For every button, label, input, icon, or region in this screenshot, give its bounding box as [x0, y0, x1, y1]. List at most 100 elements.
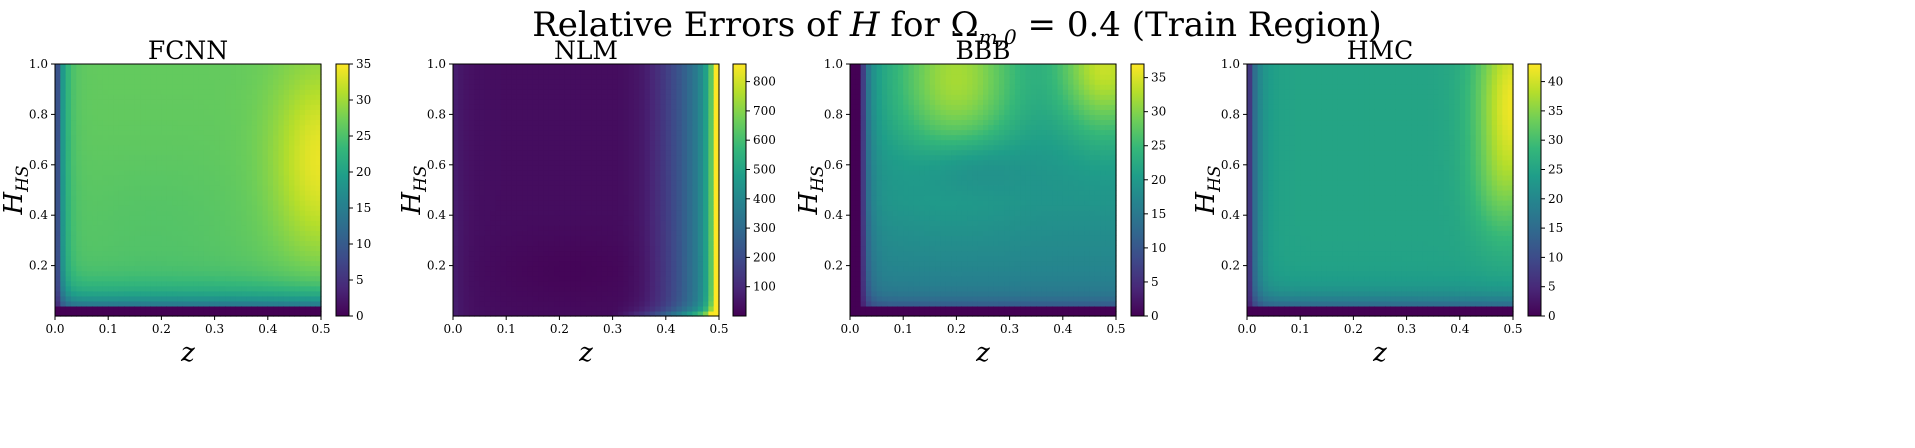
heatmap-cell: [538, 235, 545, 241]
heatmap-cell: [161, 89, 168, 95]
heatmap-cell: [463, 94, 470, 100]
heatmap-cell: [299, 174, 306, 181]
heatmap-cell: [225, 94, 232, 100]
heatmap-cell: [628, 295, 635, 302]
heatmap-cell: [273, 245, 280, 252]
heatmap-cell: [660, 89, 667, 95]
heatmap-cell: [538, 300, 545, 307]
heatmap-cell: [474, 129, 481, 136]
heatmap-cell: [140, 154, 147, 161]
heatmap-cell: [230, 164, 237, 171]
heatmap-cell: [687, 144, 693, 151]
heatmap-cell: [516, 200, 523, 206]
heatmap-cell: [65, 310, 72, 317]
heatmap-cell: [591, 280, 598, 287]
heatmap-cell: [538, 74, 545, 80]
heatmap-cell: [649, 285, 656, 292]
heatmap-cell: [703, 225, 709, 231]
heatmap-cell: [458, 240, 465, 247]
heatmap-cell: [188, 190, 194, 196]
heatmap-cell: [628, 280, 635, 287]
title-suffix: = 0.4 (Train Region): [1017, 5, 1382, 45]
heatmap-cell: [182, 154, 189, 161]
heatmap-cell: [241, 260, 248, 267]
heatmap-cell: [580, 295, 587, 302]
heatmap-cell: [209, 260, 216, 267]
heatmap-cell: [522, 129, 529, 136]
heatmap-cell: [564, 84, 571, 90]
heatmap-cell: [564, 144, 571, 151]
heatmap-cell: [628, 184, 635, 191]
heatmap-cell: [241, 305, 248, 312]
heatmap-cell: [591, 179, 598, 186]
heatmap-cell: [108, 174, 115, 181]
heatmap-cell: [617, 205, 624, 211]
heatmap-cell: [463, 275, 470, 282]
heatmap-cell: [129, 300, 136, 307]
heatmap-cell: [570, 235, 576, 241]
heatmap-cell: [60, 119, 67, 126]
heatmap-cell: [145, 164, 152, 171]
heatmap-cell: [60, 280, 67, 287]
heatmap-cell: [294, 69, 301, 75]
heatmap-cell: [554, 305, 560, 312]
heatmap-cell: [203, 104, 210, 110]
heatmap-cell: [703, 295, 709, 302]
heatmap-cell: [660, 114, 667, 121]
heatmap-cell: [257, 210, 264, 216]
heatmap-cell: [251, 260, 258, 267]
heatmap-cell: [495, 104, 502, 110]
heatmap-cell: [76, 210, 83, 216]
heatmap-cell: [235, 260, 242, 267]
heatmap-cell: [516, 220, 523, 226]
heatmap-cell: [166, 240, 173, 247]
heatmap-cell: [289, 89, 295, 95]
heatmap-cell: [310, 220, 317, 226]
heatmap-cell: [623, 149, 630, 156]
heatmap-cell: [193, 235, 200, 241]
heatmap-cell: [81, 119, 88, 126]
heatmap-cell: [81, 89, 88, 95]
heatmap-cell: [198, 129, 205, 136]
heatmap-cell: [538, 114, 545, 121]
heatmap-cell: [161, 240, 168, 247]
heatmap-cell: [623, 200, 630, 206]
heatmap-cell: [70, 290, 77, 297]
heatmap-cell: [506, 295, 513, 302]
heatmap-cell: [241, 195, 248, 201]
heatmap-cell: [140, 99, 147, 105]
heatmap-cell: [575, 305, 582, 312]
heatmap-cell: [649, 159, 656, 166]
heatmap-cell: [639, 230, 646, 236]
heatmap-cell: [262, 295, 269, 302]
heatmap-cell: [532, 255, 539, 262]
heatmap-cell: [580, 139, 587, 146]
heatmap-cell: [246, 114, 253, 121]
heatmap-cell: [692, 74, 699, 80]
heatmap-cell: [118, 114, 125, 121]
heatmap-cell: [166, 265, 173, 272]
heatmap-cell: [490, 94, 497, 100]
heatmap-cell: [687, 69, 693, 75]
heatmap-cell: [596, 280, 603, 287]
heatmap-cell: [182, 290, 189, 297]
heatmap-cell: [484, 89, 491, 95]
heatmap-cell: [172, 119, 178, 126]
heatmap-cell: [219, 94, 226, 100]
heatmap-cell: [564, 210, 571, 216]
heatmap-cell: [660, 184, 667, 191]
heatmap-cell: [532, 210, 539, 216]
heatmap-cell: [601, 215, 608, 221]
heatmap-cell: [76, 295, 83, 302]
heatmap-cell: [310, 260, 317, 267]
heatmap-cell: [607, 205, 614, 211]
heatmap-cell: [511, 179, 518, 186]
heatmap-cell: [506, 139, 513, 146]
heatmap-cell: [251, 124, 258, 131]
heatmap-cell: [235, 109, 242, 115]
heatmap-cell: [532, 109, 539, 115]
heatmap-cell: [161, 154, 168, 161]
heatmap-cell: [177, 225, 184, 231]
heatmap-cell: [283, 169, 290, 176]
heatmap-cell: [463, 295, 470, 302]
